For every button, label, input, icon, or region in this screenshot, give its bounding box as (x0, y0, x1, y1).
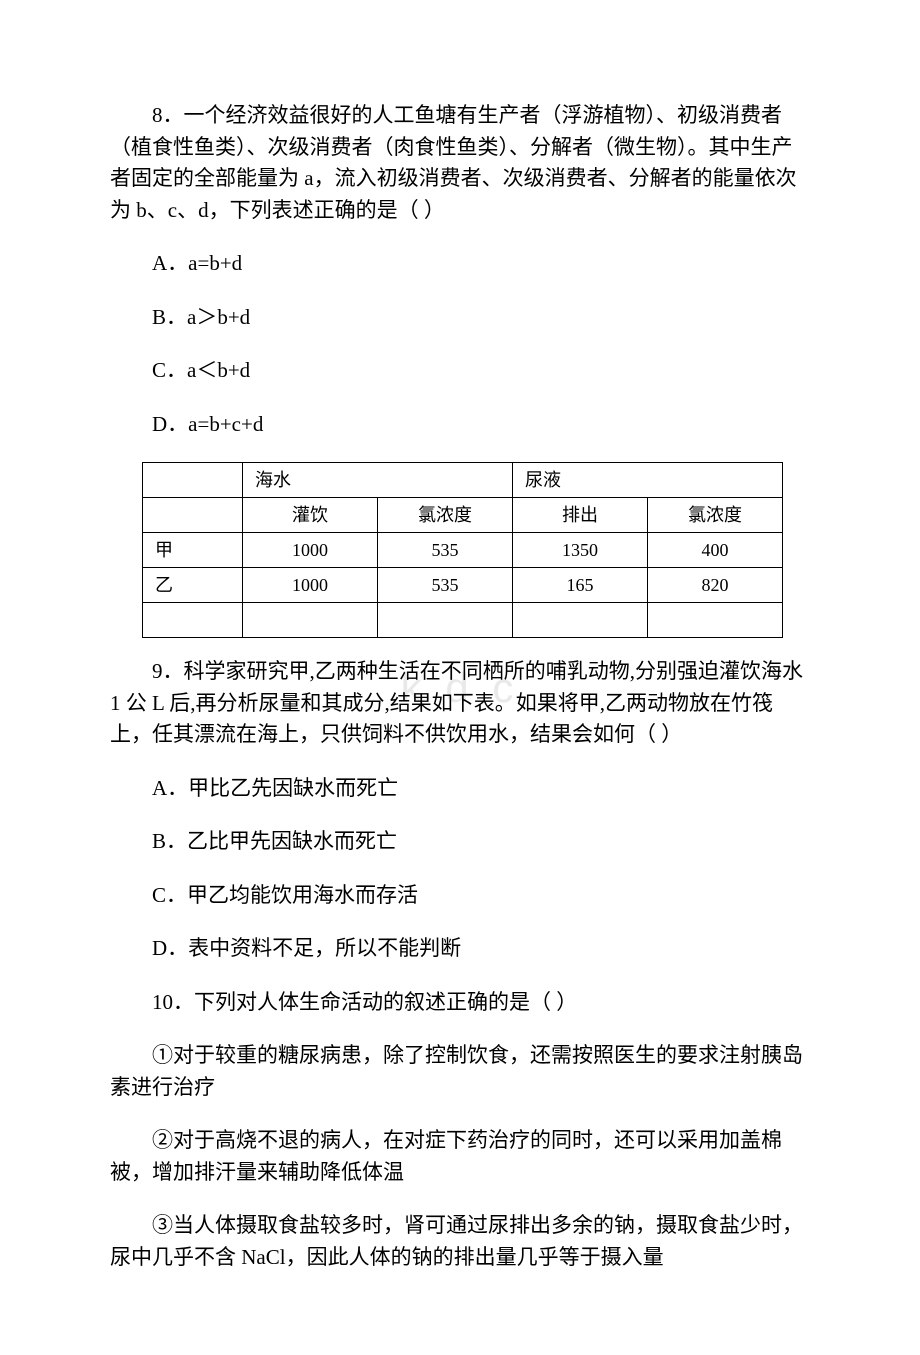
table-blank-cell (378, 603, 513, 638)
table-subheader-output: 排出 (513, 498, 648, 533)
question-8-option-b: B．a＞b+d (110, 302, 810, 334)
question-9-option-d: D．表中资料不足，所以不能判断 (110, 933, 810, 965)
question-8-option-d: D．a=b+c+d (110, 409, 810, 441)
table-cell: 400 (648, 533, 783, 568)
experiment-table: 海水 尿液 灌饮 氯浓度 排出 氯浓度 甲 1000 535 1350 400 … (142, 462, 783, 638)
question-10-item-2: ②对于高烧不退的病人，在对症下药治疗的同时，还可以采用加盖棉被，增加排汗量来辅助… (110, 1125, 810, 1188)
table-cell: 165 (513, 568, 648, 603)
table-empty-row (143, 603, 783, 638)
table-cell: 535 (378, 568, 513, 603)
table-blank-cell (513, 603, 648, 638)
table-header-row-1: 海水 尿液 (143, 463, 783, 498)
table-blank-cell (143, 603, 243, 638)
table-cell: 1000 (243, 568, 378, 603)
table-blank-cell (243, 603, 378, 638)
document-page: 8．一个经济效益很好的人工鱼塘有生产者（浮游植物）、初级消费者（植食性鱼类）、次… (0, 0, 920, 1355)
table-row-label: 乙 (143, 568, 243, 603)
table-header-row-2: 灌饮 氯浓度 排出 氯浓度 (143, 498, 783, 533)
question-8-option-c: C．a＜b+d (110, 355, 810, 387)
table-cell: 535 (378, 533, 513, 568)
table-cell: 1350 (513, 533, 648, 568)
question-8-option-a: A．a=b+d (110, 248, 810, 280)
question-10-item-3: ③当人体摄取食盐较多时，肾可通过尿排出多余的钠，摄取食盐少时，尿中几乎不含 Na… (110, 1210, 810, 1273)
table-header-urine: 尿液 (513, 463, 783, 498)
table-header-seawater: 海水 (243, 463, 513, 498)
question-9-option-c: C．甲乙均能饮用海水而存活 (110, 880, 810, 912)
table-row: 乙 1000 535 165 820 (143, 568, 783, 603)
table-cell: 1000 (243, 533, 378, 568)
table-row: 甲 1000 535 1350 400 (143, 533, 783, 568)
question-10-stem: 10．下列对人体生命活动的叙述正确的是（ ） (110, 987, 810, 1019)
table-blank-cell (648, 603, 783, 638)
table-blank-cell (143, 463, 243, 498)
question-9-option-b: B．乙比甲先因缺水而死亡 (110, 826, 810, 858)
table-row-label: 甲 (143, 533, 243, 568)
table-subheader-intake: 灌饮 (243, 498, 378, 533)
question-8-stem: 8．一个经济效益很好的人工鱼塘有生产者（浮游植物）、初级消费者（植食性鱼类）、次… (110, 100, 810, 226)
table-cell: 820 (648, 568, 783, 603)
table-subheader-cl2: 氯浓度 (648, 498, 783, 533)
question-9-stem: 9．科学家研究甲,乙两种生活在不同栖所的哺乳动物,分别强迫灌饮海水 1 公 L … (110, 656, 810, 751)
table-subheader-cl1: 氯浓度 (378, 498, 513, 533)
question-9-option-a: A．甲比乙先因缺水而死亡 (110, 773, 810, 805)
question-10-item-1: ①对于较重的糖尿病患，除了控制饮食，还需按照医生的要求注射胰岛素进行治疗 (110, 1040, 810, 1103)
table-blank-cell (143, 498, 243, 533)
